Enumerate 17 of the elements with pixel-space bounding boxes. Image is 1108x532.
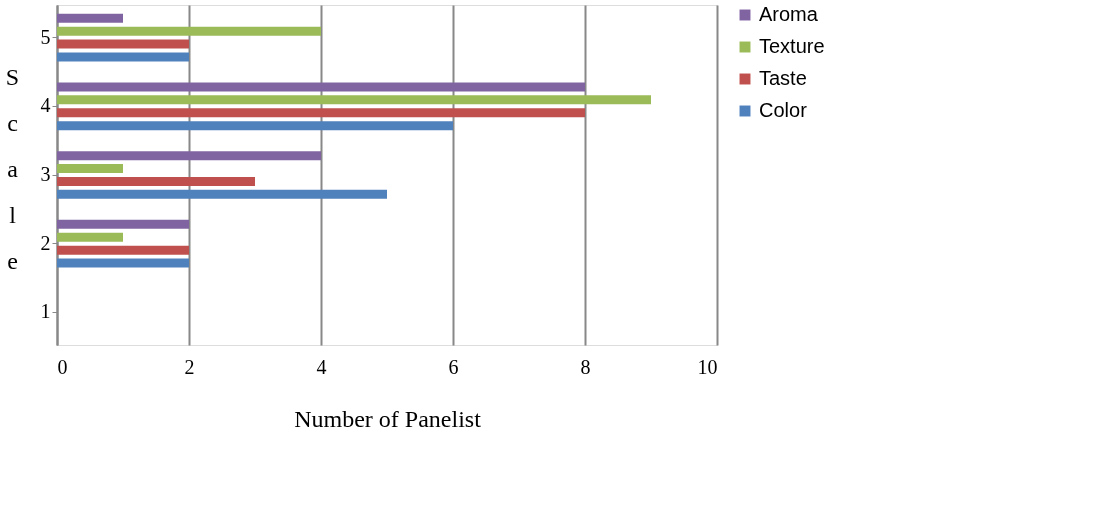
y-axis-title: Scale: [5, 63, 20, 274]
x-tick-label: 2: [184, 355, 195, 378]
x-tick-label: 4: [316, 355, 327, 378]
legend-label: Taste: [759, 67, 807, 89]
x-tick-label: 8: [580, 355, 591, 378]
y-tick-label: 5: [40, 25, 51, 48]
legend-label: Texture: [759, 35, 825, 57]
y-tick-label: 2: [40, 231, 51, 254]
x-tick-label: 0: [57, 355, 68, 378]
y-tick-label: 1: [40, 300, 51, 323]
legend-label: Color: [759, 99, 808, 121]
y-tick-label: 3: [40, 163, 51, 185]
x-tick-label: 10: [697, 355, 718, 378]
y-tick-label: 4: [40, 94, 51, 117]
legend-label: Aroma: [759, 3, 819, 25]
x-axis-title: Number of Panelist: [294, 405, 482, 432]
x-tick-label: 6: [448, 355, 459, 378]
